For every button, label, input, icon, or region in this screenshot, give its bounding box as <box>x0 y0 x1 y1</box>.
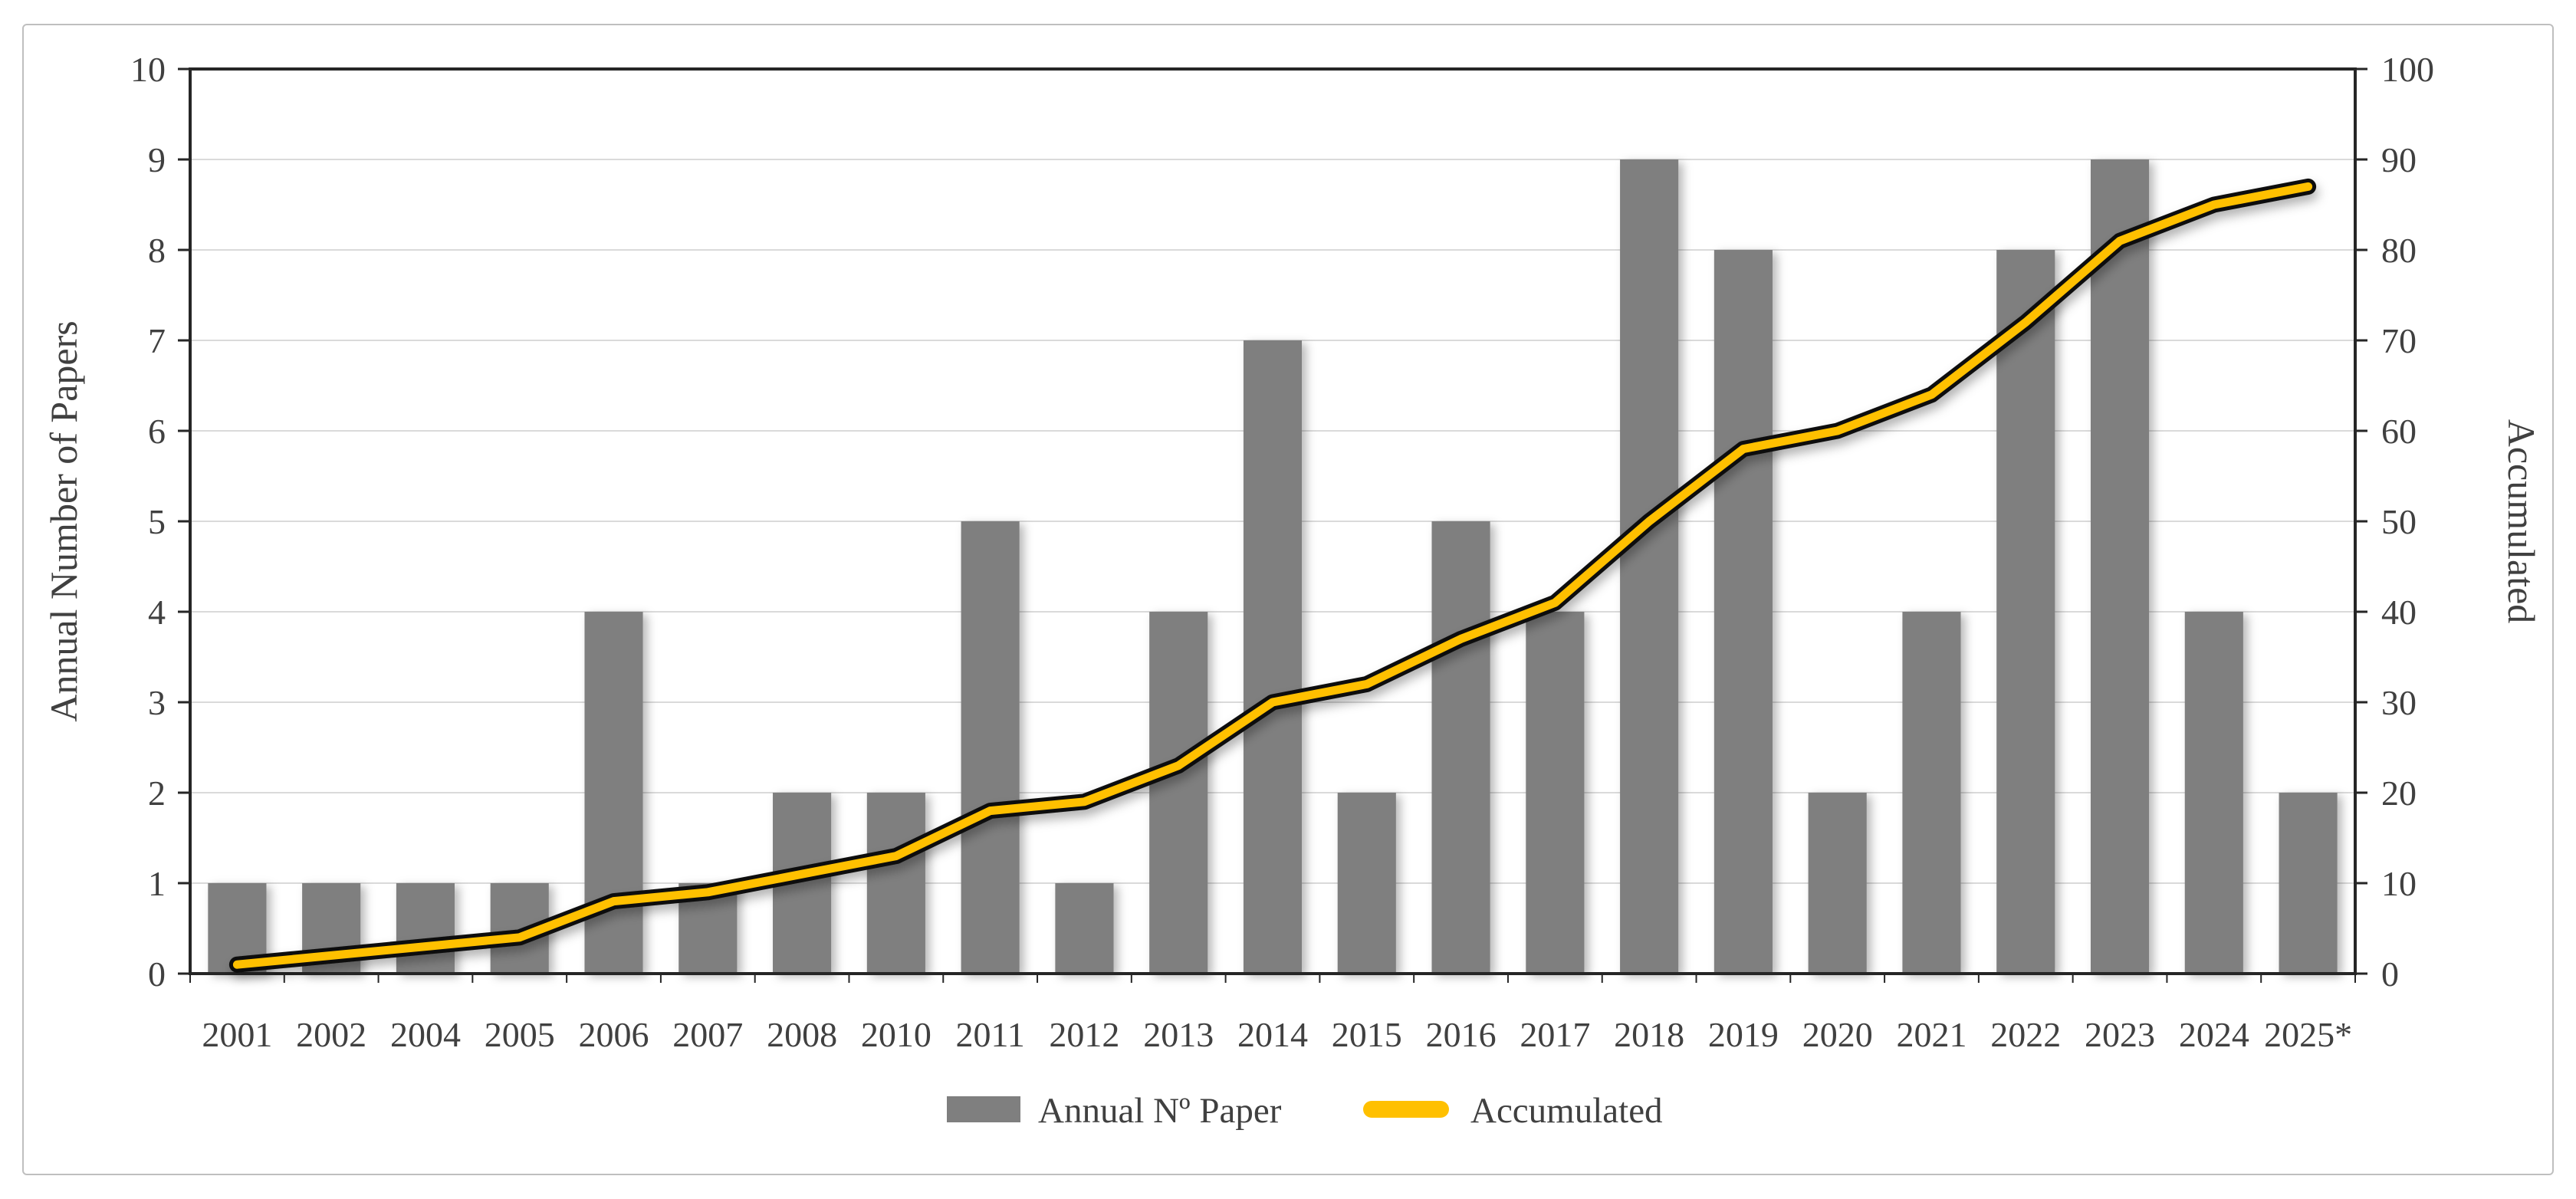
x-tick-label: 2005 <box>485 1015 555 1054</box>
bar-2016 <box>1431 521 1490 974</box>
bar-2006 <box>584 612 643 974</box>
x-tick-label: 2023 <box>2085 1015 2155 1054</box>
legend-swatch-annual <box>947 1096 1020 1122</box>
left-tick-label: 9 <box>148 140 166 179</box>
left-axis-title: Annual Number of Papers <box>42 320 85 722</box>
legend-label-accumulated: Accumulated <box>1470 1091 1663 1131</box>
left-tick-label: 1 <box>148 864 166 903</box>
bar-series <box>208 159 2338 974</box>
bar-2025* <box>2279 793 2338 974</box>
x-tick-label: 2025* <box>2264 1015 2352 1054</box>
right-tick-label: 10 <box>2381 864 2417 903</box>
right-tick-label: 60 <box>2381 412 2417 451</box>
bar-2004 <box>396 883 455 974</box>
x-tick-label: 2002 <box>296 1015 366 1054</box>
x-tick-label: 2006 <box>579 1015 649 1054</box>
legend: Annual Nº Paper Accumulated <box>947 1091 1663 1131</box>
bar-2015 <box>1337 793 1396 974</box>
bar-2024 <box>2184 612 2243 974</box>
x-tick-label: 2019 <box>1708 1015 1779 1054</box>
x-tick-label: 2020 <box>1802 1015 1873 1054</box>
left-tick-label: 0 <box>148 954 166 994</box>
right-tick-label: 50 <box>2381 502 2417 541</box>
bar-2012 <box>1055 883 1114 974</box>
x-tick-label: 2014 <box>1237 1015 1308 1054</box>
axes <box>178 67 2367 983</box>
left-tick-label: 4 <box>148 593 166 632</box>
bar-2019 <box>1714 250 1773 974</box>
accumulated-line <box>232 182 2313 969</box>
left-tick-label: 2 <box>148 774 166 813</box>
x-tick-label: 2001 <box>202 1015 272 1054</box>
right-tick-label: 30 <box>2381 683 2417 722</box>
bar-2018 <box>1620 159 1679 974</box>
left-tick-label: 6 <box>148 412 166 451</box>
right-tick-label: 90 <box>2381 140 2417 179</box>
right-tick-label: 80 <box>2381 231 2417 270</box>
bar-2020 <box>1808 793 1867 974</box>
left-tick-label: 8 <box>148 231 166 270</box>
bar-2013 <box>1149 612 1208 974</box>
x-tick-label: 2010 <box>861 1015 932 1054</box>
right-tick-label: 20 <box>2381 774 2417 813</box>
right-tick-label: 0 <box>2381 954 2399 994</box>
bar-2021 <box>1902 612 1961 974</box>
right-axis-title: Accumulated <box>2500 419 2543 624</box>
left-tick-label: 5 <box>148 502 166 541</box>
left-tick-label: 3 <box>148 683 166 722</box>
x-tick-label: 2013 <box>1143 1015 1214 1054</box>
right-tick-label: 100 <box>2381 50 2434 89</box>
x-tick-label: 2008 <box>767 1015 837 1054</box>
x-tick-label: 2016 <box>1426 1015 1497 1054</box>
line-series <box>228 178 2317 973</box>
x-tick-label: 2004 <box>390 1015 461 1054</box>
bar-2022 <box>1996 250 2055 974</box>
right-tick-label: 70 <box>2381 321 2417 360</box>
x-tick-label: 2022 <box>1990 1015 2061 1054</box>
legend-label-annual: Annual Nº Paper <box>1038 1091 1282 1131</box>
x-tick-label: 2018 <box>1614 1015 1684 1054</box>
left-tick-label: 7 <box>148 321 166 360</box>
right-tick-label: 40 <box>2381 593 2417 632</box>
x-tick-label: 2011 <box>956 1015 1025 1054</box>
x-tick-label: 2012 <box>1049 1015 1119 1054</box>
x-tick-label: 2024 <box>2179 1015 2249 1054</box>
bar-2017 <box>1526 612 1585 974</box>
x-tick-label: 2021 <box>1896 1015 1967 1054</box>
legend-swatch-accumulated <box>1363 1101 1449 1118</box>
x-tick-label: 2017 <box>1520 1015 1590 1054</box>
bar-2011 <box>961 521 1020 974</box>
bar-2023 <box>2090 159 2150 974</box>
x-tick-label: 2015 <box>1332 1015 1402 1054</box>
left-tick-label: 10 <box>130 50 166 89</box>
bar-2014 <box>1243 340 1303 974</box>
bar-2010 <box>866 793 925 974</box>
x-tick-label: 2007 <box>672 1015 743 1054</box>
